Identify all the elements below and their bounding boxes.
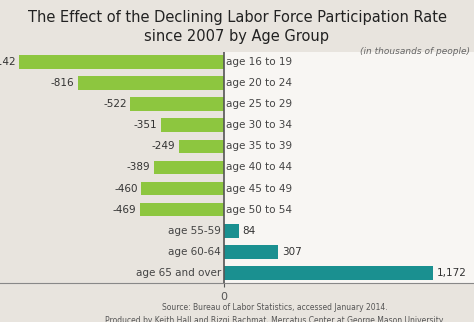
Text: age 55-59: age 55-59 xyxy=(168,226,221,236)
Bar xyxy=(78,76,224,90)
Bar xyxy=(140,203,224,216)
Bar xyxy=(224,224,238,238)
Text: age 30 to 34: age 30 to 34 xyxy=(226,120,292,130)
Text: age 65 and over: age 65 and over xyxy=(136,268,221,278)
Text: 307: 307 xyxy=(282,247,302,257)
Text: age 50 to 54: age 50 to 54 xyxy=(226,204,292,214)
Text: -389: -389 xyxy=(127,162,150,173)
Text: -816: -816 xyxy=(50,78,74,88)
Bar xyxy=(179,139,224,153)
Bar xyxy=(130,97,224,111)
Text: The Effect of the Declining Labor Force Participation Rate
since 2007 by Age Gro: The Effect of the Declining Labor Force … xyxy=(27,10,447,44)
Text: -1,142: -1,142 xyxy=(0,57,16,67)
Bar xyxy=(224,52,474,283)
Text: Produced by Keith Hall and Rizqi Rachmat, Mercatus Center at George Mason Univer: Produced by Keith Hall and Rizqi Rachmat… xyxy=(105,316,445,322)
Bar xyxy=(224,245,279,259)
Bar xyxy=(141,182,224,195)
Text: age 20 to 24: age 20 to 24 xyxy=(226,78,292,88)
Text: age 25 to 29: age 25 to 29 xyxy=(226,99,292,109)
Text: -522: -522 xyxy=(103,99,127,109)
Bar xyxy=(19,55,224,69)
Text: (in thousands of people): (in thousands of people) xyxy=(360,47,470,56)
Text: age 60-64: age 60-64 xyxy=(168,247,221,257)
Text: age 35 to 39: age 35 to 39 xyxy=(226,141,292,151)
Text: age 45 to 49: age 45 to 49 xyxy=(226,184,292,194)
Bar xyxy=(224,266,433,280)
Text: Source: Bureau of Labor Statistics, accessed January 2014.: Source: Bureau of Labor Statistics, acce… xyxy=(162,303,388,312)
Text: -351: -351 xyxy=(134,120,157,130)
Text: age 16 to 19: age 16 to 19 xyxy=(226,57,292,67)
Text: age 40 to 44: age 40 to 44 xyxy=(226,162,292,173)
Text: -469: -469 xyxy=(112,204,136,214)
Bar xyxy=(154,161,224,174)
Text: -460: -460 xyxy=(114,184,138,194)
Text: 84: 84 xyxy=(242,226,255,236)
Text: -249: -249 xyxy=(152,141,175,151)
Bar xyxy=(161,118,224,132)
Text: 1,172: 1,172 xyxy=(437,268,467,278)
